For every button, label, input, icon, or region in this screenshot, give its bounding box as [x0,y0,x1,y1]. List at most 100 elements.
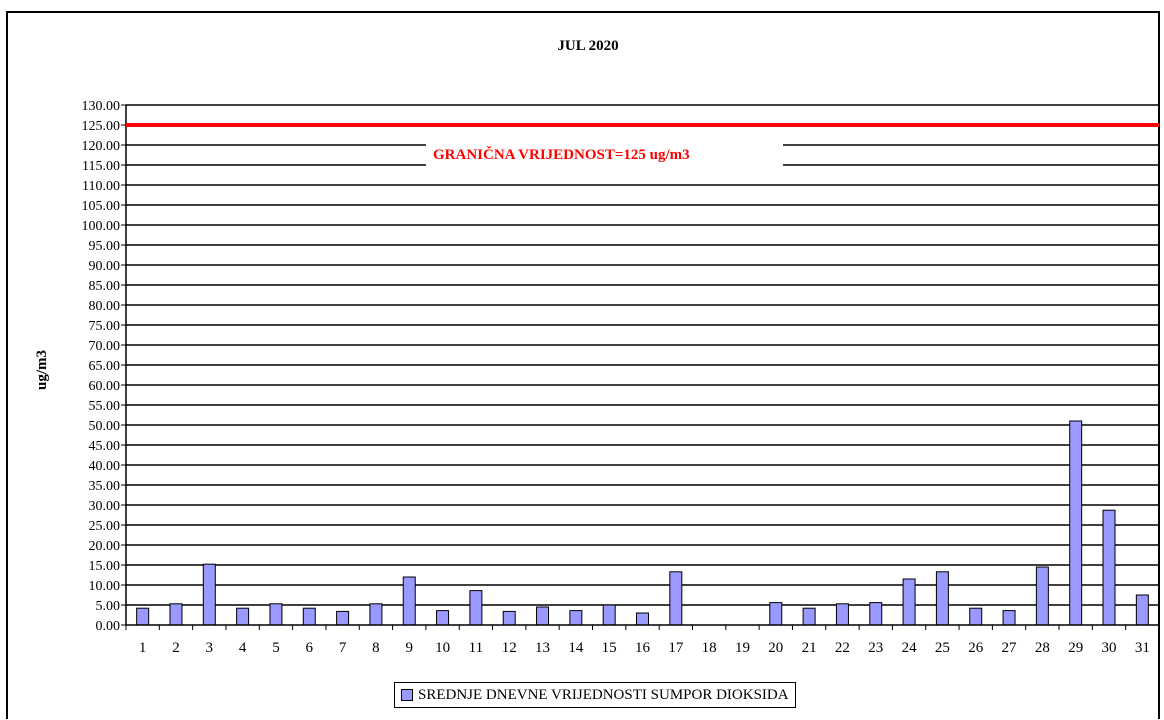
y-tick-label: 120.00 [82,139,121,154]
x-tick-labels: 1 2 3 4 5 6 7 8 9 10 11 12 13 14 15 16 17 18 19 20 21 22 23 24 2… [139,640,1150,656]
chart-title: JUL 2020 [557,38,618,54]
bar [1135,594,1149,626]
y-tick-label: 20.00 [89,539,121,554]
bar [602,604,616,626]
y-tick-label: 95.00 [89,239,121,254]
bar [802,607,816,626]
x-tick-label: 10 [435,640,450,656]
bar [136,607,150,626]
y-tick-label: 0.00 [96,619,121,634]
y-tick-label: 40.00 [89,459,121,474]
bar [969,607,983,626]
x-tick-label: 7 [339,640,347,656]
y-tick-label: 35.00 [89,479,121,494]
legend-swatch [401,689,413,701]
y-tick-label: 90.00 [89,259,121,274]
y-tick-label: 115.00 [82,159,120,174]
bar [369,603,383,626]
x-tick-label: 29 [1068,640,1083,656]
y-axis-label: ug/m3 [34,350,50,390]
bar [169,603,183,626]
y-tick-label: 60.00 [89,379,121,394]
x-tick-label: 14 [568,640,584,656]
x-tick-label: 1 [139,640,147,656]
x-tick-label: 9 [405,640,413,656]
x-tick-label: 5 [272,640,280,656]
x-tick-label: 18 [702,640,717,656]
x-tick-label: 19 [735,640,750,656]
bar [336,610,350,626]
bar [869,602,883,626]
x-tick-label: 27 [1002,640,1018,656]
x-tick-label: 28 [1035,640,1050,656]
bar [835,603,849,626]
y-tick-label: 105.00 [82,199,121,214]
y-tick-label: 110.00 [82,179,120,194]
bar [469,590,483,626]
bar [636,612,649,626]
x-tick-label: 22 [835,640,850,656]
gridlines [126,104,1159,606]
x-tick-label: 26 [968,640,984,656]
bar [1069,420,1083,626]
x-tick-label: 20 [768,640,783,656]
limit-line-group: GRANIČNA VRIJEDNOST=125 ug/m3 [126,123,1159,177]
y-tick-label: 130.00 [82,99,121,114]
legend-label: SREDNJE DNEVNE VRIJEDNOSTI SUMPOR DIOKSI… [418,686,789,703]
bar [302,607,316,626]
y-tick-label: 15.00 [89,559,121,574]
bar [902,578,916,626]
x-tick-label: 12 [502,640,517,656]
bar [1035,566,1049,626]
y-tick-label: 5.00 [96,599,121,614]
x-tick-label: 8 [372,640,380,656]
bar [569,610,583,626]
y-tick-label: 25.00 [89,519,121,534]
bar [269,603,283,626]
limit-line-label: GRANIČNA VRIJEDNOST=125 ug/m3 [433,146,690,163]
x-tick-label: 6 [306,640,314,656]
legend: SREDNJE DNEVNE VRIJEDNOSTI SUMPOR DIOKSI… [394,682,796,708]
y-tick-label: 65.00 [89,359,121,374]
bars [136,420,1149,626]
y-tick-label: 75.00 [89,319,121,334]
y-tick-label: 45.00 [89,439,121,454]
x-tick-label: 23 [868,640,883,656]
y-tick-label: 50.00 [89,419,121,434]
y-tick-label: 100.00 [82,219,121,234]
y-tick-label: 70.00 [89,339,121,354]
bar [502,610,516,626]
x-tick-label: 11 [469,640,483,656]
y-tick-label: 10.00 [89,579,121,594]
x-tick-label: 17 [668,640,684,656]
bar [202,563,216,626]
bar [769,602,783,626]
x-tick-label: 15 [602,640,617,656]
y-tick-label: 55.00 [89,399,121,414]
bar [236,607,250,626]
x-tick-label: 4 [239,640,247,656]
y-tick-labels: 0.00 5.00 10.00 15.00 20.00 25.00 30.00 35.00 40… [82,99,121,634]
x-tick-label: 25 [935,640,950,656]
bar [536,606,550,626]
bar [1002,610,1016,626]
x-tick-label: 2 [172,640,180,656]
bar [402,576,416,626]
x-tick-label: 16 [635,640,651,656]
y-tick-label: 80.00 [89,299,121,314]
limit-label-background [426,135,783,177]
y-tick-label: 85.00 [89,279,121,294]
bar [1102,509,1116,626]
y-tick-label: 125.00 [82,119,121,134]
x-tick-label: 3 [206,640,214,656]
x-tick-label: 31 [1135,640,1150,656]
bar [436,610,450,626]
y-tick-label: 30.00 [89,499,121,514]
x-tick-label: 21 [802,640,817,656]
axes [121,104,1159,630]
x-tick-label: 30 [1102,640,1117,656]
bar [669,571,683,626]
bar [935,571,949,626]
x-tick-label: 13 [535,640,550,656]
